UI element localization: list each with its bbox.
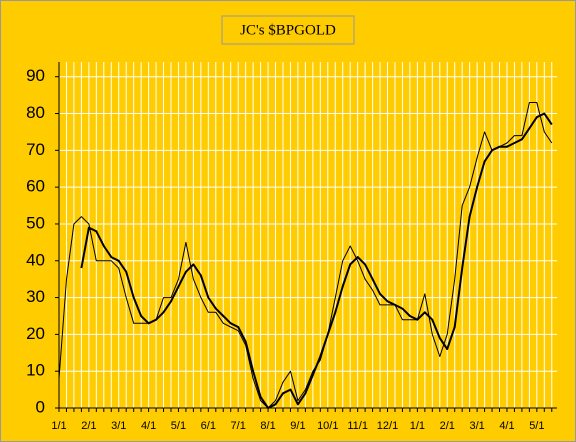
x-tick-label: 1/1 — [410, 420, 425, 432]
x-tick-label: 8/1 — [260, 420, 275, 432]
x-tick-label: 3/1 — [469, 420, 484, 432]
x-tick-label: 7/1 — [231, 420, 246, 432]
x-tick-label: 4/1 — [499, 420, 514, 432]
series-line — [58, 102, 553, 409]
y-tick-label: 30 — [26, 287, 45, 306]
x-tick-label: 5/1 — [171, 420, 186, 432]
y-tick-label: 20 — [26, 324, 45, 343]
x-tick-label: 2/1 — [81, 420, 96, 432]
x-tick-label: 3/1 — [111, 420, 126, 432]
y-tick-label: 10 — [26, 361, 45, 380]
x-tick-label: 9/1 — [290, 420, 305, 432]
y-tick-label: 60 — [26, 177, 45, 196]
x-tick-label: 4/1 — [141, 420, 156, 432]
title-box — [221, 15, 355, 45]
x-tick-label: 2/1 — [440, 420, 455, 432]
x-tick-label: 11/1 — [347, 420, 368, 432]
y-tick-label: 70 — [26, 140, 45, 159]
chart-title: JC's $BPGOLD — [240, 22, 336, 38]
y-tick-label: 90 — [26, 66, 45, 85]
x-tick-label: 12/1 — [377, 420, 398, 432]
series-line — [80, 112, 553, 409]
x-tick-label: 1/1 — [51, 420, 66, 432]
x-tick-label: 10/1 — [317, 420, 338, 432]
plot-area — [59, 62, 557, 408]
x-tick-label: 5/1 — [529, 420, 544, 432]
y-tick-label: 0 — [36, 397, 45, 416]
x-tick-label: 6/1 — [201, 420, 216, 432]
y-tick-label: 40 — [26, 250, 45, 269]
y-tick-label: 50 — [26, 213, 45, 232]
y-tick-label: 80 — [26, 103, 45, 122]
